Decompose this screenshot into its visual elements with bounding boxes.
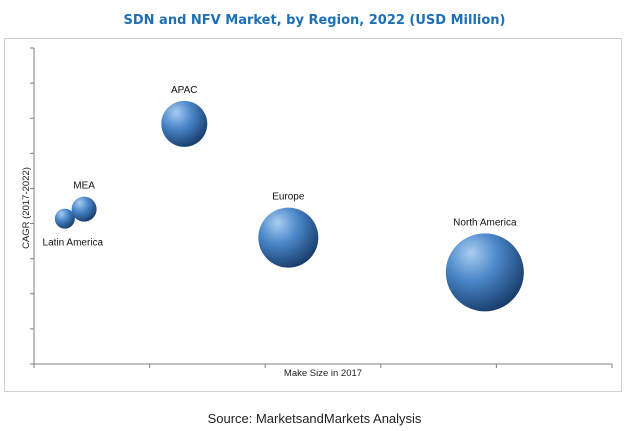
bubble-label-latin-america: Latin America [43,238,104,249]
y-axis-label: CAGR (2017-2022) [21,167,32,249]
bubble-label-apac: APAC [171,85,198,96]
bubble-label-mea: MEA [73,181,95,192]
chart-axes [30,47,613,368]
bubble-label-north-america: North America [453,217,517,228]
bubble-layer [54,100,524,312]
source-note: Source: MarketsandMarkets Analysis [207,411,422,426]
bubble-north-america [445,233,524,312]
bubble-europe [258,207,319,268]
bubble-apac [161,100,208,147]
chart-frame [4,38,622,392]
x-axis-label: Make Size in 2017 [284,368,362,379]
bubble-label-layer: Latin America MEA APAC Europe North America [43,85,517,249]
chart-title: SDN and NFV Market, by Region, 2022 (USD… [123,13,506,28]
bubble-mea [71,196,97,222]
bubble-latin-america [54,208,75,229]
bubble-label-europe: Europe [272,192,305,203]
